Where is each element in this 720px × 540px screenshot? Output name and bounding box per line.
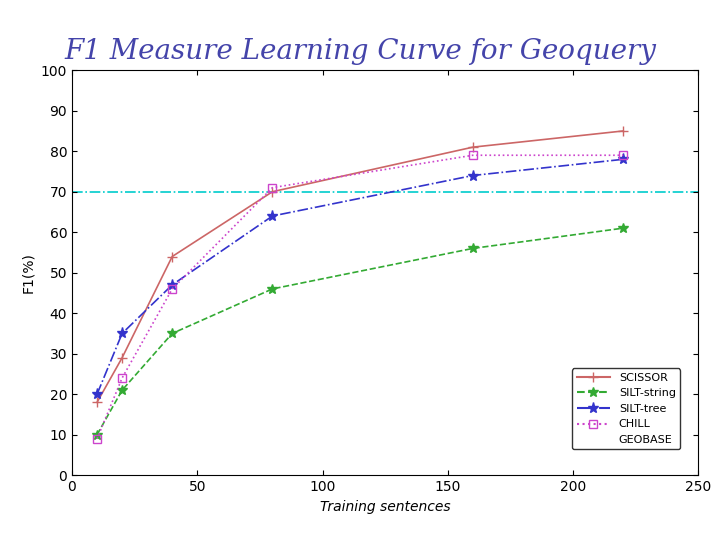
Y-axis label: F1(%): F1(%) [21, 252, 35, 293]
Text: F1 Measure Learning Curve for Geoquery: F1 Measure Learning Curve for Geoquery [64, 38, 656, 65]
SILT-tree [619, 156, 628, 163]
CHILL [93, 435, 102, 442]
SILT-tree [469, 172, 477, 179]
SCISSOR [168, 253, 176, 260]
SILT-tree [93, 391, 102, 397]
Legend: SCISSOR, SILT-string, SILT-tree, CHILL, GEOBASE: SCISSOR, SILT-string, SILT-tree, CHILL, … [572, 368, 680, 449]
SILT-string [619, 225, 628, 231]
SILT-tree [268, 213, 276, 219]
CHILL [118, 375, 127, 381]
SCISSOR [619, 127, 628, 134]
SCISSOR [93, 399, 102, 406]
CHILL [619, 152, 628, 159]
Line: SCISSOR: SCISSOR [92, 126, 628, 407]
SILT-string [93, 431, 102, 438]
SILT-tree [168, 282, 176, 288]
Line: SILT-string: SILT-string [92, 223, 628, 440]
Line: CHILL: CHILL [93, 151, 627, 443]
CHILL [168, 286, 176, 292]
SCISSOR [268, 188, 276, 195]
SILT-tree [118, 330, 127, 337]
SILT-string [168, 330, 176, 337]
SCISSOR [118, 354, 127, 361]
CHILL [469, 152, 477, 159]
CHILL [268, 184, 276, 191]
SILT-string [118, 387, 127, 393]
X-axis label: Training sentences: Training sentences [320, 500, 451, 514]
SCISSOR [469, 144, 477, 150]
Line: SILT-tree: SILT-tree [91, 154, 629, 400]
SILT-string [469, 245, 477, 252]
SILT-string [268, 286, 276, 292]
